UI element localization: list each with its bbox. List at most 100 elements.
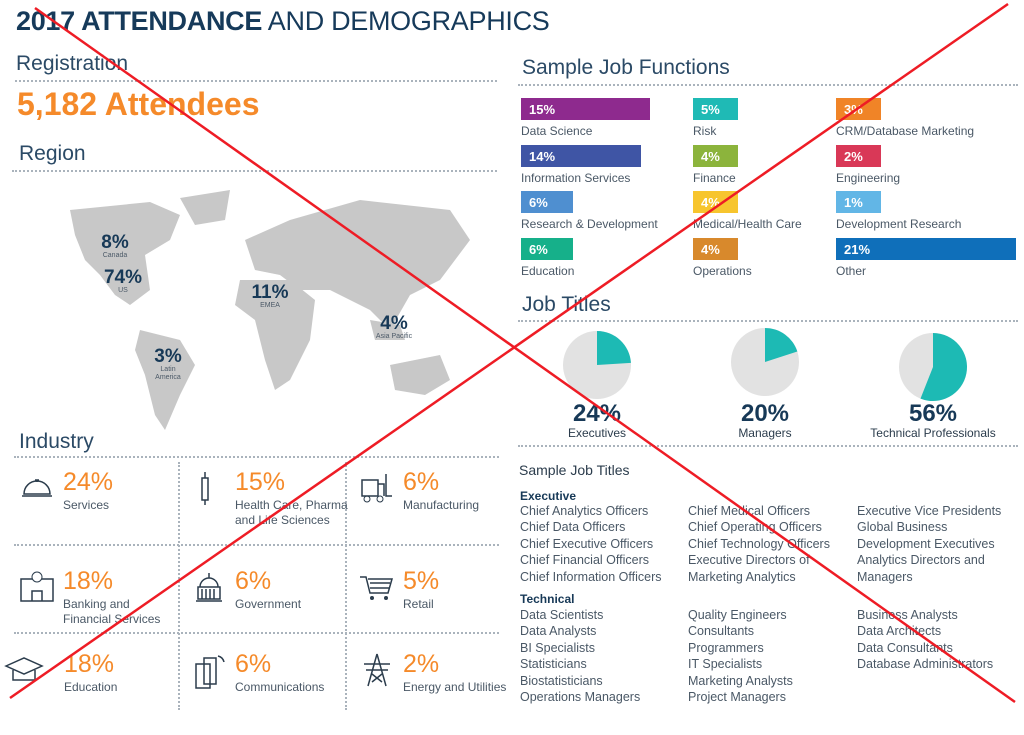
job-title-item: Development Executives — [857, 536, 995, 551]
job-title-item: Analytics Directors and — [857, 553, 985, 568]
power-tower-icon — [364, 653, 390, 687]
industry-item: 5% Retail — [358, 567, 518, 652]
pie-caption: 24% Executives — [527, 400, 667, 441]
job-title-item: Chief Executive Officers — [520, 536, 654, 551]
forklift-icon — [361, 474, 392, 503]
region-label: Asia Pacific — [375, 333, 413, 340]
job-function-bar: 6% — [521, 238, 573, 260]
job-function-bar: 6% — [521, 191, 573, 213]
sample-titles-heading: Sample Job Titles — [519, 462, 630, 478]
job-title-item: Consultants — [688, 624, 755, 639]
job-title-item: Chief Analytics Officers — [520, 504, 649, 518]
job-title-item: Chief Data Officers — [520, 520, 626, 535]
job-function-bar: 1% — [836, 191, 881, 213]
cart-icon — [360, 576, 393, 600]
pie-value: 24% — [572, 400, 622, 427]
industry-label: Services — [63, 498, 110, 512]
job-function-label: Engineering — [836, 171, 901, 185]
job-title-item: Database Administrators — [857, 657, 994, 672]
pie-value: 56% — [908, 400, 958, 427]
job-title-item: Chief Medical Officers — [688, 504, 811, 518]
syringe-icon — [201, 472, 209, 505]
job-title-item: Data Architects — [857, 624, 942, 639]
region-emea: 11% EMEA — [248, 283, 292, 310]
job-title-item: Executive Vice Presidents — [857, 504, 1002, 518]
industry-item: 6% Communications — [190, 650, 350, 735]
industry-label: Energy and Utilities — [403, 680, 507, 694]
job-function-item: 6% Education — [521, 238, 691, 278]
industry-pct: 24% — [63, 468, 114, 496]
region-label: EMEA — [260, 302, 280, 309]
job-title-item: BI Specialists — [520, 640, 596, 655]
job-title-item: Data Analysts — [520, 624, 597, 639]
job-function-bar: 21% — [836, 238, 1016, 260]
attendee-count: 5,182 Attendees — [17, 86, 260, 122]
job-title-item: Quality Engineers — [688, 608, 787, 622]
divider — [518, 84, 1018, 86]
industry-pct: 6% — [403, 468, 440, 496]
pie-value: 20% — [740, 400, 790, 427]
job-title-item: Chief Information Officers — [520, 569, 662, 584]
service-bell-icon — [22, 479, 52, 497]
phone-icon — [195, 655, 225, 689]
industry-pct: 6% — [235, 650, 272, 678]
job-title-item: Data Scientists — [520, 608, 604, 622]
job-function-bar: 15% — [521, 98, 650, 120]
pie-chart — [731, 328, 799, 396]
region-label: Canada — [102, 252, 128, 259]
pie-chart — [899, 333, 967, 401]
pie-chart — [563, 331, 631, 399]
industry-label: Health Care, Pharma and Life Sciences — [235, 498, 348, 527]
pie-label: Managers — [738, 426, 792, 440]
job-titles-heading: Job Titles — [522, 293, 611, 316]
region-label: Latin America — [155, 366, 181, 381]
region-pct: 4% — [380, 313, 408, 334]
page-title: 2017 ATTENDANCE AND DEMOGRAPHICS — [16, 6, 550, 37]
job-title-item: Programmers — [688, 640, 764, 655]
job-function-item: 21% Other — [836, 238, 1016, 278]
region-heading: Region — [19, 142, 86, 165]
industry-label: Manufacturing — [403, 498, 480, 512]
job-title-item: Business Analysts — [857, 608, 958, 622]
job-title-item: Chief Financial Officers — [520, 553, 649, 568]
industry-label: Retail — [403, 597, 434, 611]
job-title-item: Project Managers — [688, 690, 786, 704]
job-title-item: Biostatisticians — [520, 673, 603, 688]
job-title-item: Operations Managers — [520, 690, 641, 704]
industry-label: Banking and Financial Services — [63, 597, 161, 626]
industry-label: Education — [64, 680, 118, 694]
region-pct: 8% — [101, 232, 129, 253]
industry-item: 15% Health Care, Pharma and Life Sciences — [190, 468, 350, 553]
job-function-bar: 4% — [693, 191, 738, 213]
job-function-label: CRM/Database Marketing — [836, 124, 975, 138]
registration-heading: Registration — [16, 52, 129, 75]
job-function-bar: 2% — [836, 145, 881, 167]
industry-heading: Industry — [19, 430, 94, 453]
title-bold: 2017 ATTENDANCE — [16, 6, 263, 36]
bank-icon — [20, 571, 54, 602]
job-function-label: Other — [836, 264, 867, 278]
industry-label: Government — [235, 597, 302, 611]
region-pct: 3% — [154, 346, 182, 367]
job-function-bar: 5% — [693, 98, 738, 120]
industry-pct: 5% — [403, 567, 440, 595]
technical-heading: Technical — [520, 592, 575, 606]
capitol-icon — [196, 573, 222, 602]
industry-item: 18% Banking and Financial Services — [18, 567, 178, 652]
industry-item: 18% Education — [4, 650, 164, 735]
job-function-label: Research & Development — [521, 217, 658, 231]
region-pct: 74% — [103, 267, 143, 288]
industry-pct: 18% — [64, 650, 115, 678]
region-asia-pacific: 4% Asia Pacific — [372, 314, 416, 341]
job-function-bar: 14% — [521, 145, 642, 167]
job-title-item: Managers — [857, 569, 913, 584]
job-function-item: 3% CRM/Database Marketing — [836, 98, 1006, 138]
region-pct: 11% — [251, 282, 289, 303]
title-light: AND DEMOGRAPHICS — [267, 6, 550, 36]
job-title-item: Statisticians — [520, 657, 587, 672]
industry-pct: 6% — [235, 567, 272, 595]
region-canada: 8% Canada — [95, 233, 135, 260]
pie-caption: 56% Technical Professionals — [863, 400, 1003, 441]
executive-heading: Executive — [520, 489, 577, 503]
divider — [518, 320, 1018, 322]
